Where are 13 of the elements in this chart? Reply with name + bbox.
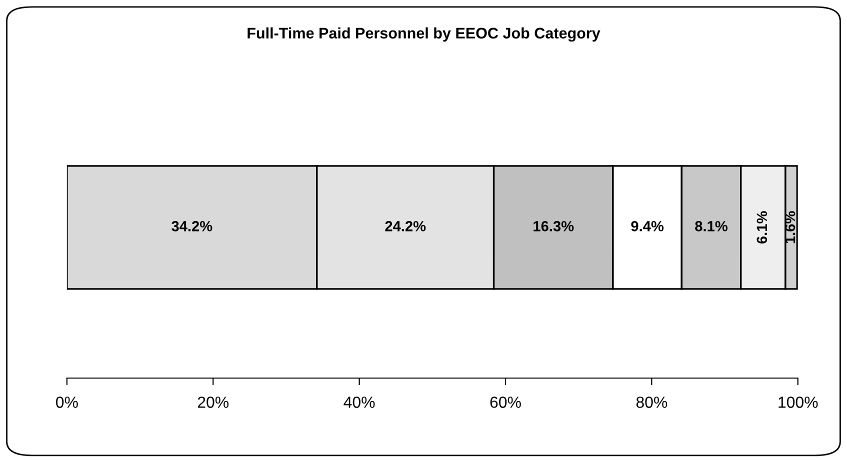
x-tick-label: 80% <box>636 396 668 408</box>
data-label: 34.2% <box>172 221 212 232</box>
x-tick-label: 60% <box>490 396 521 408</box>
x-tick-label: 100% <box>778 396 818 408</box>
data-label: 6.1% <box>756 211 768 244</box>
x-tick-label: 20% <box>198 396 229 408</box>
chart-title: Full-Time Paid Personnel by EEOC Job Category <box>248 27 600 42</box>
x-tick-label: 40% <box>344 396 375 408</box>
data-label: 9.4% <box>631 221 664 232</box>
x-tick-label: 0% <box>56 396 78 408</box>
data-label: 24.2% <box>385 221 426 232</box>
data-label: 16.3% <box>534 221 574 232</box>
data-label: 8.1% <box>695 221 728 232</box>
